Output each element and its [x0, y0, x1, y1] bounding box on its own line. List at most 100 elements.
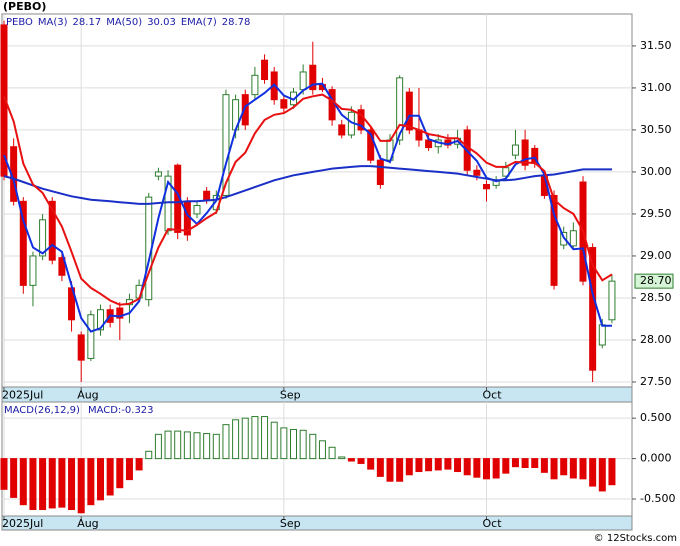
date-strip: [1, 515, 633, 531]
x-tick-label: Oct: [483, 389, 503, 402]
legend-text: EMA(7): [181, 17, 217, 28]
candle-body: [367, 129, 375, 161]
macd-bar: [540, 458, 548, 473]
macd-bar: [338, 456, 346, 460]
x-tick-label: Oct: [483, 517, 503, 530]
y-tick-label: 27.50: [640, 375, 672, 388]
candle-body: [589, 247, 597, 371]
price-tag-label: 28.70: [640, 274, 672, 287]
candle-body: [280, 99, 288, 109]
macd-bar: [68, 458, 76, 511]
legend-text: MA(3): [38, 17, 68, 28]
panel-legend: MACD(26,12,9): [4, 405, 80, 416]
y-tick-label: 31.50: [640, 39, 672, 52]
legend-text: 28.78: [222, 17, 251, 28]
macd-bar: [511, 458, 519, 468]
macd-bar: [39, 458, 47, 511]
macd-bar: [357, 458, 365, 464]
y-tick-label: 0.000: [640, 452, 672, 465]
price-tag: [634, 273, 674, 289]
footer: © 12Stocks.com: [594, 533, 677, 544]
candle-body: [154, 171, 162, 177]
x-tick-label: Aug: [77, 517, 98, 530]
candle-body: [299, 71, 307, 91]
macd-bar: [116, 458, 124, 489]
macd-bar: [502, 458, 510, 474]
candle-body: [569, 230, 577, 247]
candle-body: [193, 205, 201, 215]
macd-bar: [280, 427, 288, 460]
y-tick-label: 31.00: [640, 81, 672, 94]
candle-body: [29, 255, 37, 286]
macd-bar: [405, 458, 413, 476]
macd-bar: [0, 458, 8, 490]
y-tick-label: 28.50: [640, 291, 672, 304]
legend-text: 28.17: [73, 17, 102, 28]
candle-body: [396, 77, 404, 141]
macd-bar: [347, 458, 355, 462]
ma-line: [3, 93, 613, 306]
macd-bar: [145, 450, 153, 460]
macd-bar: [608, 458, 616, 486]
macd-bar: [154, 433, 162, 460]
candle-body: [608, 280, 616, 321]
macd-bar: [473, 458, 481, 478]
macd-bar: [415, 458, 423, 473]
macd-bar: [29, 458, 37, 511]
macd-bar: [425, 458, 433, 472]
macd-bar: [569, 458, 577, 479]
y-tick-label: 30.50: [640, 123, 672, 136]
candle-body: [48, 200, 56, 261]
macd-bar: [203, 433, 211, 460]
candle-body: [338, 124, 346, 136]
candle-body: [261, 59, 269, 81]
y-tick-label: 30.00: [640, 165, 672, 178]
candle-body: [473, 169, 481, 176]
macd-bar: [309, 433, 317, 460]
macd-bar: [318, 440, 326, 460]
macd-bar: [174, 430, 182, 460]
macd-bar: [87, 458, 95, 506]
candle-body: [598, 324, 606, 346]
candle-body: [309, 64, 317, 91]
macd-bar: [492, 458, 500, 479]
macd-bar: [232, 419, 240, 460]
candle-body: [483, 184, 490, 190]
y-tick-label: -0.500: [640, 492, 675, 505]
macd-bar: [328, 446, 336, 460]
candle-body: [222, 94, 230, 196]
macd-bar: [97, 458, 104, 501]
candle-body: [19, 200, 27, 286]
candle-body: [251, 74, 259, 96]
macd-bar: [521, 458, 529, 468]
macd-bar: [241, 417, 249, 460]
macd-bar: [48, 458, 56, 509]
macd-bar: [19, 458, 27, 506]
macd-bar: [222, 424, 230, 460]
y-tick-label: 0.500: [640, 411, 672, 424]
macd-bar: [251, 416, 259, 460]
legend-text: 30.03: [147, 17, 176, 28]
y-tick-label: 29.50: [640, 207, 672, 220]
macd-bar: [560, 458, 568, 476]
candle-body: [521, 139, 529, 166]
candle-body: [550, 194, 558, 286]
candle-body: [376, 159, 384, 186]
macd-bar: [135, 458, 143, 471]
x-tick-label: Sep: [280, 517, 301, 530]
ma-line: [3, 165, 612, 205]
candle-body: [203, 190, 211, 201]
x-tick-label: Sep: [280, 389, 301, 402]
macd-bar: [531, 458, 539, 468]
legend-text: PEBO: [6, 17, 33, 28]
macd-bar: [376, 458, 384, 477]
macd-bar: [454, 458, 462, 473]
macd-bar: [579, 458, 587, 480]
macd-bar: [164, 430, 172, 460]
macd-bar: [77, 458, 85, 514]
macd-bar: [367, 458, 375, 470]
candle-body: [405, 91, 413, 131]
macd-bar: [212, 433, 220, 460]
macd-bar: [193, 432, 201, 460]
